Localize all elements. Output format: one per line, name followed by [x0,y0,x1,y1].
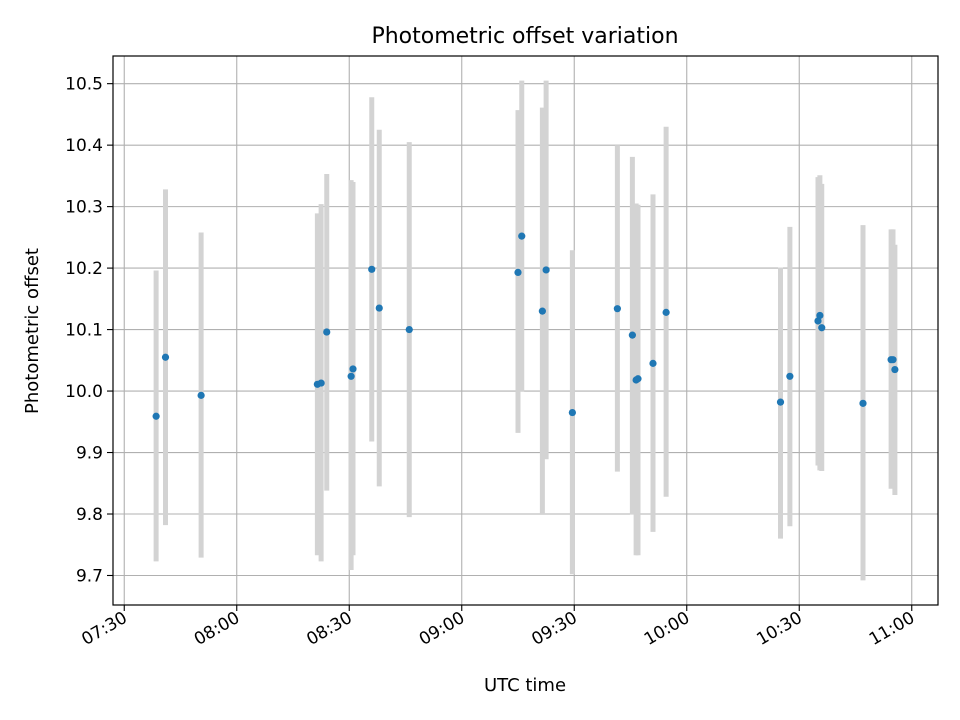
data-point [518,232,526,240]
data-point [405,325,413,334]
data-point [197,391,205,399]
data-point [349,365,357,373]
data-point [317,379,325,387]
y-axis-ticks: 9.7 9.8 9.9 10.0 10.1 10.2 10.3 10.4 10.5 [65,75,113,586]
data-point [786,372,794,380]
data-point [542,266,550,274]
y-tick-label: 10.0 [65,382,103,402]
plot-frame [112,55,939,606]
data-point [347,372,355,380]
data-point [152,412,160,420]
y-tick-label: 9.7 [76,566,103,586]
y-tick-label: 10.3 [65,198,103,218]
data-point [662,308,670,316]
data-point [613,305,621,313]
data-point [514,268,522,277]
data-point [375,304,383,312]
data-point [323,328,331,336]
grid [113,56,938,605]
y-tick-label: 10.4 [65,136,103,156]
data-point [634,375,642,383]
chart-title: Photometric offset variation [371,24,678,49]
data-point [161,353,170,361]
y-tick-label: 9.8 [76,505,103,525]
data-point [538,307,546,315]
data-point [776,398,785,406]
data-point [859,399,867,407]
y-tick-label: 10.2 [65,259,103,279]
x-axis-label: UTC time [484,675,566,696]
data-point [814,317,822,325]
data-point [568,408,576,417]
data-points [152,232,899,420]
data-point [818,324,826,332]
data-point [649,359,657,367]
y-axis-label: Photometric offset [22,248,43,414]
y-tick-label: 9.9 [76,444,103,464]
y-tick-label: 10.1 [65,321,103,341]
data-point [368,265,376,273]
data-point [816,311,824,320]
y-tick-label: 10.5 [65,75,103,95]
data-point [628,331,636,339]
data-point [889,356,897,364]
data-point [891,365,899,374]
